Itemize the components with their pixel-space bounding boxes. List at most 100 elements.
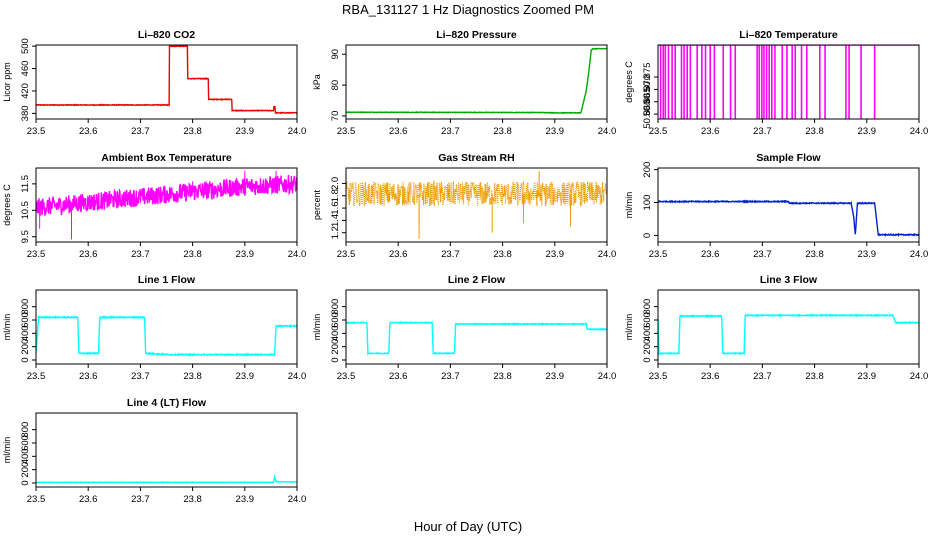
y-tick-label: 0 [20, 357, 31, 362]
series-line [36, 175, 297, 217]
x-tick-label: 24.0 [598, 371, 617, 382]
x-tick-label: 24.0 [598, 126, 617, 137]
y-tick-label: 1.2 [330, 226, 341, 239]
y-axis-label: percent [312, 189, 322, 220]
x-tick-label: 23.5 [649, 249, 668, 260]
series-line [36, 45, 297, 115]
x-tick-label: 23.8 [493, 371, 512, 382]
x-tick-label: 23.6 [389, 371, 408, 382]
y-axis-label: ml/min [312, 314, 322, 341]
y-tick-label: 1.8 [330, 189, 341, 202]
x-tick-label: 23.7 [753, 249, 772, 260]
x-tick-label: 23.5 [337, 126, 356, 137]
y-tick-label: 1.6 [330, 201, 341, 214]
plot-frame [657, 44, 920, 120]
chart-panel: Li–820 CO2 Licor ppm 23.5 23.6 23.7 23.8 23.9 2… [2, 29, 306, 137]
x-tick-label: 24.0 [910, 126, 929, 137]
data-marks [658, 313, 919, 356]
data-marks [658, 45, 919, 119]
y-tick-label: 460 [20, 61, 31, 77]
panel-title: Ambient Box Temperature [101, 152, 232, 164]
panel-title: Line 2 Flow [448, 274, 506, 286]
x-tick-label: 23.5 [649, 126, 668, 137]
x-tick-label: 23.9 [546, 126, 565, 137]
y-tick-label: 500 [20, 38, 31, 54]
y-tick-label: 2.0 [330, 177, 341, 190]
x-tick-label: 23.9 [858, 371, 877, 382]
data-marks [658, 199, 919, 238]
y-tick-label: 200 [330, 339, 341, 355]
series-line [346, 179, 607, 207]
x-tick-label: 23.6 [701, 126, 720, 137]
x-tick-label: 23.6 [79, 249, 98, 260]
y-tick-label: 200 [20, 462, 31, 478]
x-tick-label: 23.8 [183, 126, 202, 137]
y-axis-label: ml/min [624, 314, 634, 341]
x-tick-label: 23.8 [805, 126, 824, 137]
plot-frame [35, 289, 298, 365]
x-tick-label: 23.7 [131, 126, 150, 137]
y-tick-label: 600 [642, 312, 653, 328]
panel-title: Li–820 Temperature [739, 29, 838, 41]
series-line [658, 313, 919, 356]
x-tick-label: 24.0 [288, 371, 307, 382]
x-tick-label: 23.5 [337, 371, 356, 382]
x-tick-label: 23.6 [79, 371, 98, 382]
y-tick-label: 11.5 [20, 175, 31, 193]
x-tick-label: 23.9 [236, 371, 255, 382]
x-tick-label: 23.5 [27, 126, 46, 137]
y-tick-label: 100 [642, 195, 653, 211]
y-tick-label: 600 [20, 435, 31, 451]
x-tick-label: 23.9 [236, 249, 255, 260]
y-tick-label: 90 [330, 49, 341, 60]
x-tick-label: 24.0 [288, 494, 307, 505]
x-tick-label: 23.8 [183, 494, 202, 505]
y-tick-label: 800 [330, 299, 341, 315]
data-marks [36, 45, 297, 115]
x-tick-label: 23.6 [389, 249, 408, 260]
x-tick-label: 23.9 [858, 249, 877, 260]
y-tick-label: 600 [20, 312, 31, 328]
x-tick-label: 23.8 [183, 249, 202, 260]
chart-panel: Li–820 Pressure kPa 23.5 23.6 23.7 23.8 23.9 24… [312, 29, 616, 137]
y-tick-label: 50.875 [642, 63, 653, 92]
data-marks [346, 320, 607, 356]
panel-title: Li–820 Pressure [436, 29, 517, 41]
series-line [346, 47, 607, 115]
x-tick-label: 23.5 [27, 371, 46, 382]
y-tick-label: 200 [642, 339, 653, 355]
y-tick-label: 400 [330, 325, 341, 341]
x-tick-label: 23.8 [805, 249, 824, 260]
x-tick-label: 24.0 [910, 249, 929, 260]
figure-x-axis-label: Hour of Day (UTC) [414, 519, 522, 534]
panel-title: Gas Stream RH [438, 152, 514, 164]
plot-frame [345, 44, 608, 120]
chart-panel: Line 3 Flow ml/min 23.5 23.6 23.7 23.8 23.9 24.… [624, 274, 928, 382]
chart-panel: Line 4 (LT) Flow ml/min 23.5 23.6 23.7 23.8 23… [2, 397, 306, 505]
series-line [346, 320, 607, 356]
y-axis-label: Licor ppm [2, 62, 12, 102]
chart-panel: Line 1 Flow ml/min 23.5 23.6 23.7 23.8 23.9 24.… [2, 274, 306, 382]
y-tick-label: 380 [20, 105, 31, 121]
y-tick-label: 9.5 [20, 230, 31, 243]
series-line [36, 315, 297, 357]
y-axis-label: kPa [312, 74, 322, 90]
data-marks [346, 171, 607, 239]
y-axis-label: ml/min [2, 314, 12, 341]
panel-title: Line 4 (LT) Flow [127, 397, 207, 409]
data-marks [36, 474, 297, 484]
y-axis-label: degrees C [2, 184, 12, 226]
y-tick-label: 0 [642, 233, 653, 238]
chart-panel: Li–820 Temperature degrees C 23.5 23.6 23.7 2… [624, 29, 928, 137]
x-tick-label: 23.6 [389, 126, 408, 137]
x-tick-label: 23.5 [337, 249, 356, 260]
plot-frame [35, 412, 298, 488]
data-marks [36, 315, 297, 357]
panel-title: Li–820 CO2 [138, 29, 195, 41]
y-tick-label: 800 [642, 299, 653, 315]
chart-panel: Line 2 Flow ml/min 23.5 23.6 23.7 23.8 23.9 24.… [312, 274, 616, 382]
x-tick-label: 23.6 [701, 371, 720, 382]
chart-panel: Sample Flow ml/min 23.5 23.6 23.7 23.8 23.9 24.… [624, 152, 928, 260]
panel-title: Line 1 Flow [138, 274, 196, 286]
